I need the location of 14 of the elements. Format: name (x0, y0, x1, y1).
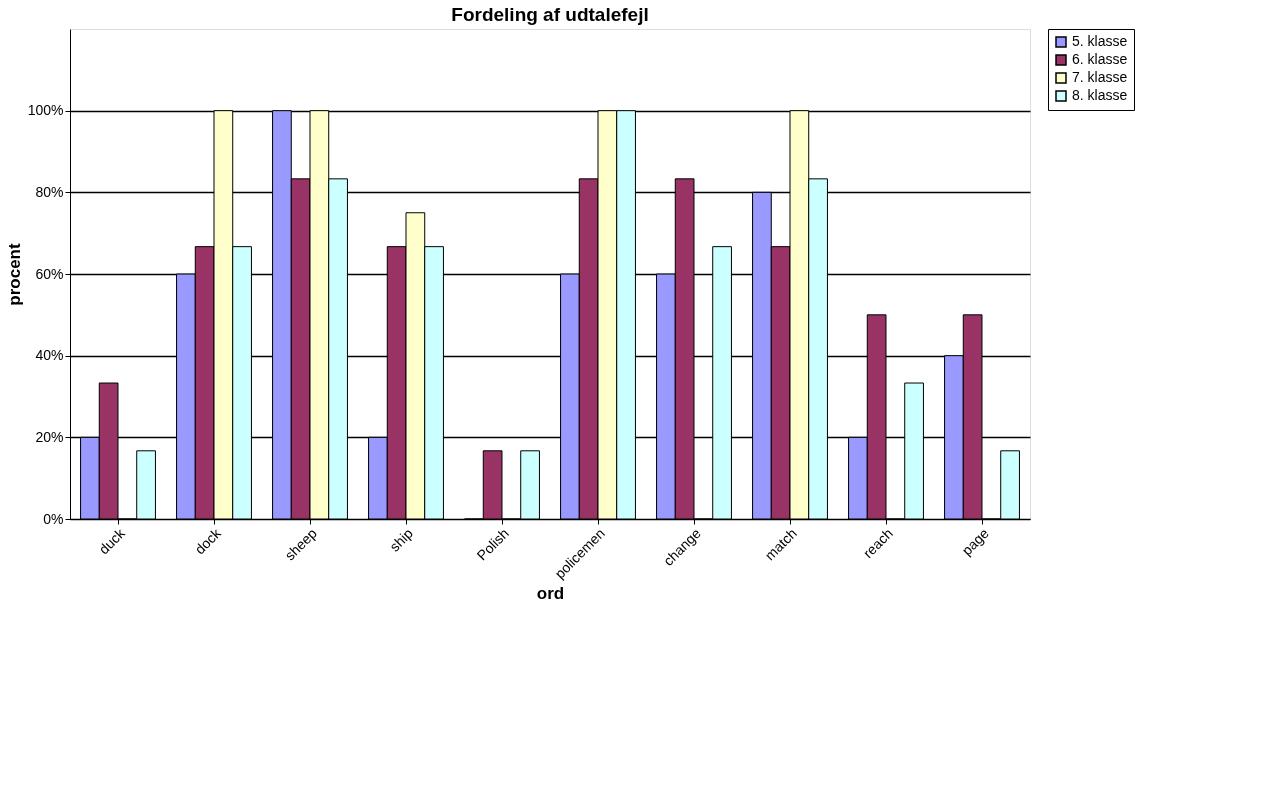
x-axis-title: ord (536, 583, 565, 603)
legend-label: 5. klasse (1072, 33, 1128, 49)
y-tick-label: 20% (35, 428, 64, 445)
legend-label: 8. klasse (1072, 87, 1128, 103)
y-axis-title: procent (4, 242, 24, 306)
y-tick-label: 60% (35, 265, 64, 282)
y-tick-label: 100% (27, 102, 64, 119)
chart-title: Fordeling af udtalefejl (451, 3, 649, 25)
y-tick-label: 0% (43, 510, 64, 527)
x-tick-label: ship (386, 524, 417, 555)
y-tick-label: 80% (35, 183, 64, 200)
legend-label: 6. klasse (1072, 51, 1128, 67)
y-tick-label: 40% (35, 347, 64, 364)
legend-label: 7. klasse (1072, 69, 1128, 85)
